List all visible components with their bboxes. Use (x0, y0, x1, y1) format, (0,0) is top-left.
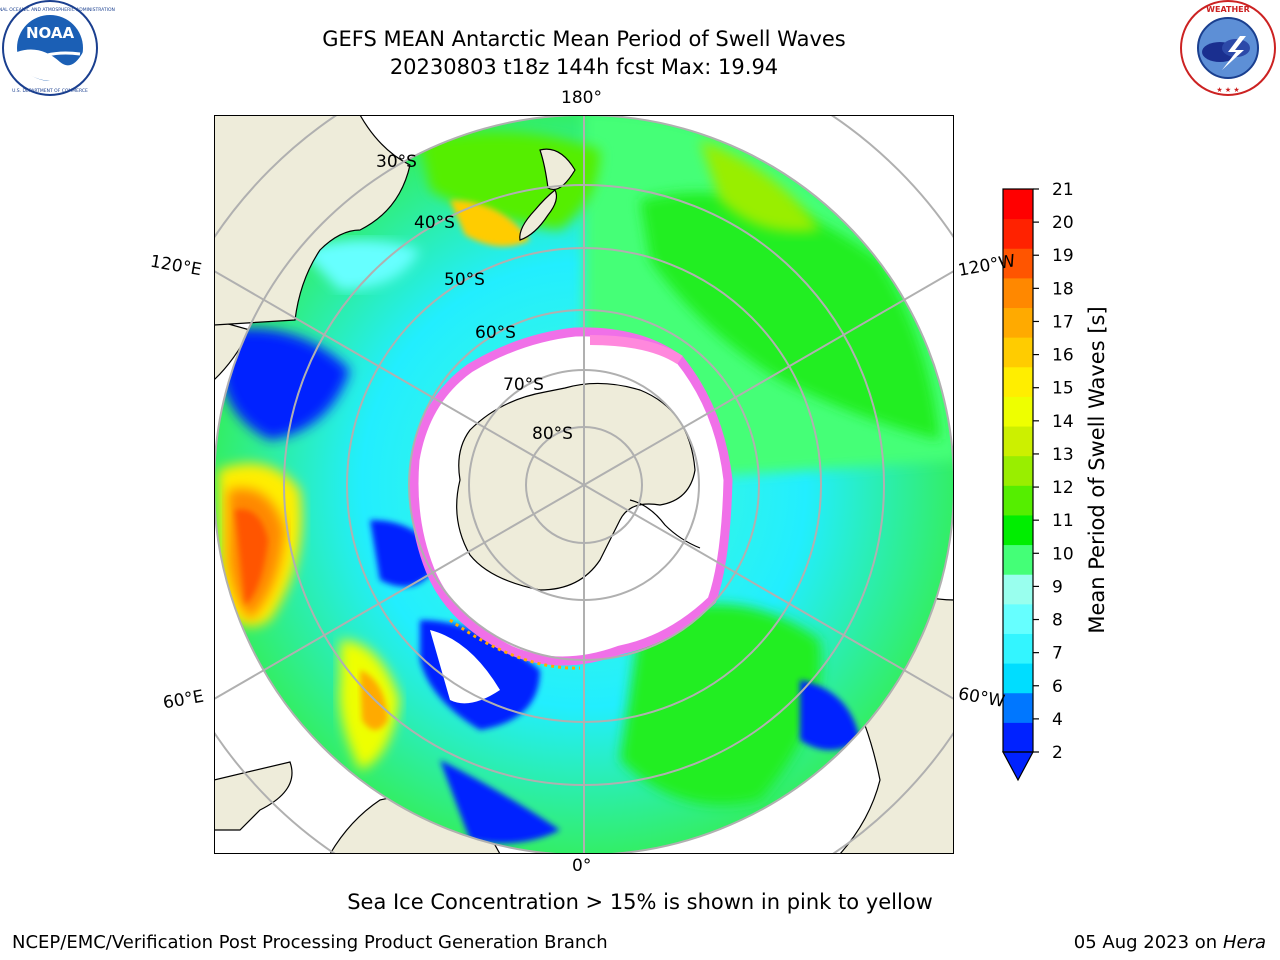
colorbar-extend-arrow (1001, 751, 1035, 782)
colorbar-tick-label: 15 (1052, 379, 1074, 399)
colorbar-label: Mean Period of Swell Waves [s] (1085, 306, 1109, 634)
machine-name: Hera (1222, 932, 1266, 953)
colorbar-tick-label: 11 (1052, 511, 1074, 531)
colorbar-swatch (1003, 396, 1033, 427)
colorbar-swatch (1003, 722, 1033, 753)
colorbar-tick-label: 12 (1052, 478, 1074, 498)
colorbar-swatch (1003, 485, 1033, 516)
nws-logo: WEATHER ★ ★ ★ (1180, 0, 1276, 96)
colorbar-tick-label: 17 (1052, 312, 1074, 332)
noaa-logo-text: NOAA (26, 24, 75, 42)
colorbar-swatch (1003, 277, 1033, 309)
noaa-logo: NOAA NATIONAL OCEANIC AND ATMOSPHERIC AD… (0, 0, 115, 96)
svg-text:WEATHER: WEATHER (1206, 5, 1250, 14)
colorbar-tick-label: 16 (1052, 346, 1074, 366)
colorbar-swatch (1003, 692, 1033, 723)
lat-label-30s: 30°S (376, 152, 417, 172)
credit-line: NCEP/EMC/Verification Post Processing Pr… (12, 932, 608, 953)
colorbar-tick-label: 9 (1052, 577, 1063, 597)
svg-text:U.S. DEPARTMENT OF COMMERCE: U.S. DEPARTMENT OF COMMERCE (12, 88, 88, 94)
map-area (214, 115, 954, 854)
lat-label-50s: 50°S (444, 270, 485, 290)
colorbar-tick-label: 4 (1052, 710, 1063, 730)
lon-label-0: 0° (572, 856, 592, 876)
colorbar-swatch (1003, 544, 1033, 575)
colorbar-swatch (1003, 337, 1033, 368)
sea-ice-note: Sea Ice Concentration > 15% is shown in … (347, 890, 933, 914)
chart-title: GEFS MEAN Antarctic Mean Period of Swell… (322, 27, 846, 51)
colorbar-tick-label: 10 (1052, 544, 1074, 564)
chart-subtitle: 20230803 t18z 144h fcst Max: 19.94 (389, 55, 779, 79)
colorbar-swatch (1003, 603, 1033, 634)
colorbar-tick-label: 7 (1052, 644, 1063, 664)
colorbar-tick-label: 18 (1052, 279, 1074, 299)
colorbar-tick-label: 8 (1052, 611, 1063, 631)
colorbar-swatch (1003, 426, 1033, 457)
lon-label-180: 180° (561, 88, 602, 108)
lat-label-60s: 60°S (475, 323, 516, 343)
colorbar-tick-label: 19 (1052, 246, 1074, 266)
graticule (214, 115, 954, 854)
colorbar-swatch (1003, 663, 1033, 694)
lat-label-70s: 70°S (503, 375, 544, 395)
date-line: 05 Aug 2023 on Hera (1074, 932, 1266, 953)
colorbar-swatch (1003, 574, 1033, 605)
colorbar-tick-label: 14 (1052, 412, 1074, 432)
svg-text:NATIONAL OCEANIC AND ATMOSPHER: NATIONAL OCEANIC AND ATMOSPHERIC ADMINIS… (0, 7, 115, 13)
colorbar-tick-label: 20 (1052, 213, 1074, 233)
colorbar-swatch (1003, 218, 1033, 249)
colorbar-tick-label: 13 (1052, 445, 1074, 465)
colorbar: 2 4 6 7 8 9 10 11 12 13 14 15 16 17 18 19 20 21 (1001, 180, 1074, 782)
date-text: 05 Aug 2023 on (1073, 932, 1218, 953)
inner-land (214, 115, 576, 326)
colorbar-swatch (1003, 307, 1033, 338)
svg-text:★ ★ ★: ★ ★ ★ (1216, 86, 1239, 94)
colorbar-tick-label: 2 (1052, 743, 1063, 763)
lat-label-40s: 40°S (414, 213, 455, 233)
colorbar-swatch (1003, 633, 1033, 664)
colorbar-swatch (1003, 189, 1033, 220)
colorbar-swatch (1003, 514, 1033, 546)
colorbar-swatch (1003, 366, 1033, 397)
colorbar-tick-label: 21 (1052, 180, 1074, 200)
colorbar-swatch (1003, 455, 1033, 486)
lat-label-80s: 80°S (532, 424, 573, 444)
colorbar-tick-label: 6 (1052, 677, 1063, 697)
colorbar-swatch (1003, 248, 1033, 279)
